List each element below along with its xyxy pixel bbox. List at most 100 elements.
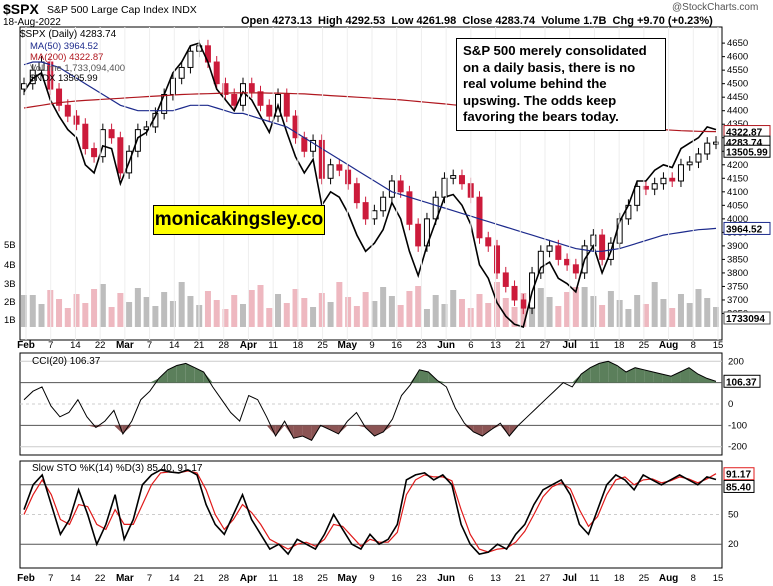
cci-fill-negative (86, 425, 96, 428)
candle-body (73, 115, 80, 125)
volume-bar (29, 295, 36, 327)
legend-price: $SPX (Daily) 4283.74 (20, 29, 117, 40)
cci-fill-positive (581, 367, 591, 383)
date-tick-label: 11 (268, 573, 278, 584)
cci-value-label: 106.37 (726, 377, 757, 388)
date-tick-label: 14 (70, 340, 81, 351)
price-tick-label: 3700 (727, 295, 748, 306)
candle-body (134, 129, 141, 152)
date-tick-label: 7 (147, 340, 152, 351)
candle-body (695, 153, 702, 163)
volume-bar (318, 293, 325, 327)
index-name: S&P 500 Large Cap Index INDX (47, 4, 197, 16)
cci-fill-positive (698, 374, 708, 383)
candle-body (651, 183, 658, 190)
volume-bar (161, 292, 168, 327)
date-tick-label: 18 (614, 573, 625, 584)
price-tick-label: 4350 (727, 119, 748, 130)
cci-fill-positive (203, 371, 213, 383)
candle-body (82, 123, 89, 150)
sto-d-value-label: 91.17 (726, 470, 751, 481)
candle-body (117, 137, 124, 174)
price-tick-label: 4450 (727, 92, 748, 103)
date-tick-label: 8 (691, 340, 696, 351)
candle-body (222, 83, 229, 95)
date-tick-label: Jun (437, 340, 455, 351)
candle-body (537, 250, 544, 274)
date-tick-label: Aug (659, 340, 678, 351)
candle-body (572, 264, 579, 274)
ndx-line (23, 42, 717, 329)
sto-k-value-label: 85.40 (726, 482, 751, 493)
date-tick-label: 13 (490, 573, 501, 584)
cci-fill-negative (266, 425, 276, 437)
volume-bar (257, 285, 264, 327)
chart-date: 18-Aug-2022 (3, 17, 61, 28)
volume-bar (494, 282, 501, 327)
date-tick-label: 14 (70, 573, 81, 584)
volume-tick-label: 2B (4, 297, 16, 308)
candle-body (415, 223, 422, 247)
cci-fill-negative (329, 425, 339, 434)
candle-body (669, 177, 676, 182)
stockcharts-watermark: @StockCharts.com (672, 2, 759, 13)
candle-body (91, 148, 98, 158)
cci-fill-negative (374, 425, 384, 437)
candle-body (555, 245, 562, 260)
date-tick-label: 22 (95, 340, 106, 351)
candle-body (318, 139, 325, 179)
legend-ma50: MA(50) 3964.52 (30, 41, 99, 52)
price-tick-label: 3800 (727, 268, 748, 279)
candle-body (108, 129, 115, 139)
date-tick-label: 28 (218, 573, 229, 584)
date-tick-label: 11 (268, 340, 278, 351)
volume-bar (239, 304, 246, 327)
date-tick-label: 21 (194, 573, 205, 584)
date-tick-label: Mar (116, 573, 134, 584)
candle-body (187, 50, 194, 68)
volume-bar (99, 284, 106, 327)
volume-bar (388, 296, 395, 327)
commentary-note: S&P 500 merely consolidated on a daily b… (456, 38, 666, 131)
volume-tick-label: 5B (4, 240, 16, 251)
candle-body (485, 237, 492, 247)
volume-bar (336, 282, 343, 327)
volume-bar (677, 294, 684, 327)
date-tick-label: 9 (369, 573, 374, 584)
site-logo: monicakingsley.co (153, 205, 325, 235)
cci-fill-negative (473, 425, 483, 437)
volume-bar (371, 301, 378, 327)
candle-body (371, 210, 378, 220)
candle-body (432, 196, 439, 220)
candle-body (704, 142, 711, 155)
date-tick-label: 18 (293, 573, 304, 584)
volume-bar (126, 302, 133, 327)
volume-bar (134, 288, 141, 327)
candle-body (292, 115, 299, 139)
volume-bar (713, 307, 719, 327)
volume-bar (642, 304, 649, 327)
volume-bar (669, 308, 676, 327)
price-tick-label: 4650 (727, 38, 748, 49)
cci-fill-positive (617, 365, 627, 383)
volume-bar (423, 309, 430, 327)
candle-body (362, 202, 369, 220)
date-tick-label: 6 (468, 340, 473, 351)
price-tick-label: 4550 (727, 65, 748, 76)
volume-bar (599, 305, 606, 327)
date-tick-label: 11 (589, 340, 599, 351)
price-tick-label: 4100 (727, 187, 748, 198)
volume-bar (511, 307, 518, 327)
date-tick-label: 18 (614, 340, 625, 351)
volume-bar (537, 288, 544, 327)
price-tick-label: 4050 (727, 200, 748, 211)
date-tick-label: 21 (194, 340, 205, 351)
date-tick-label: 18 (293, 340, 304, 351)
volume-bar (695, 289, 702, 327)
volume-bar (450, 290, 457, 327)
volume-bar (380, 287, 387, 327)
candle-body (406, 191, 413, 225)
date-tick-label: 7 (48, 573, 53, 584)
candle-body (380, 196, 387, 212)
cci-value-box (723, 374, 761, 388)
